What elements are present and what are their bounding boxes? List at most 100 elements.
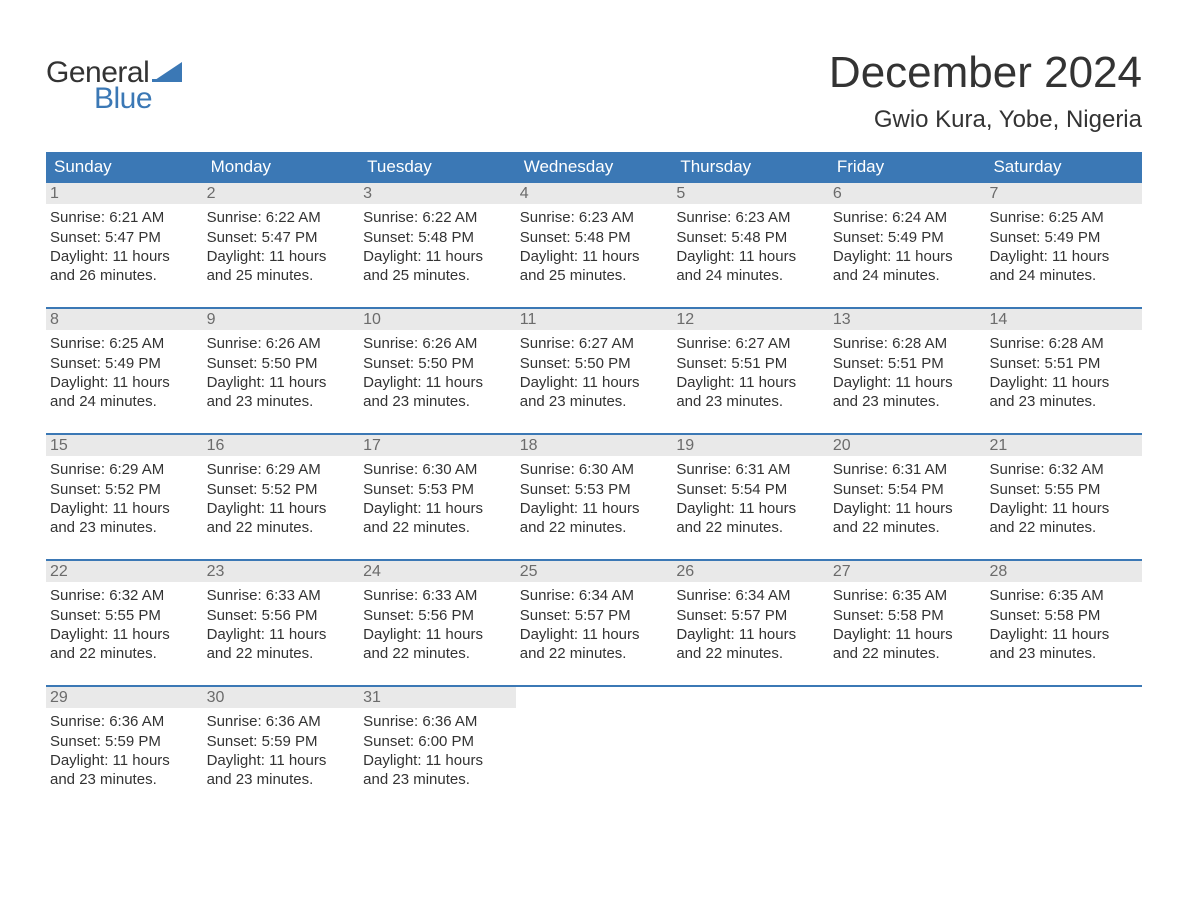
day-number: 10 <box>359 309 516 330</box>
day-details: Sunrise: 6:36 AMSunset: 5:59 PMDaylight:… <box>203 708 360 795</box>
calendar-day: 30Sunrise: 6:36 AMSunset: 5:59 PMDayligh… <box>203 687 360 811</box>
day-details: Sunrise: 6:26 AMSunset: 5:50 PMDaylight:… <box>203 330 360 417</box>
day-number: 15 <box>46 435 203 456</box>
daylight-line: Daylight: 11 hours and 25 minutes. <box>207 247 356 285</box>
sunrise-line: Sunrise: 6:22 AM <box>207 208 356 227</box>
day-details: Sunrise: 6:31 AMSunset: 5:54 PMDaylight:… <box>829 456 986 543</box>
calendar-day: 10Sunrise: 6:26 AMSunset: 5:50 PMDayligh… <box>359 309 516 433</box>
calendar-day: 22Sunrise: 6:32 AMSunset: 5:55 PMDayligh… <box>46 561 203 685</box>
day-number: 25 <box>516 561 673 582</box>
day-number: 27 <box>829 561 986 582</box>
day-number: 13 <box>829 309 986 330</box>
day-number: 21 <box>985 435 1142 456</box>
day-header-sunday: Sunday <box>46 152 203 183</box>
calendar-day: 2Sunrise: 6:22 AMSunset: 5:47 PMDaylight… <box>203 183 360 307</box>
day-details: Sunrise: 6:29 AMSunset: 5:52 PMDaylight:… <box>46 456 203 543</box>
day-number: 9 <box>203 309 360 330</box>
calendar-day: 7Sunrise: 6:25 AMSunset: 5:49 PMDaylight… <box>985 183 1142 307</box>
calendar-day: 1Sunrise: 6:21 AMSunset: 5:47 PMDaylight… <box>46 183 203 307</box>
sunset-line: Sunset: 5:51 PM <box>833 354 982 373</box>
day-number: 30 <box>203 687 360 708</box>
daylight-line: Daylight: 11 hours and 22 minutes. <box>207 499 356 537</box>
daylight-line: Daylight: 11 hours and 23 minutes. <box>207 373 356 411</box>
day-number: 12 <box>672 309 829 330</box>
sunset-line: Sunset: 5:56 PM <box>363 606 512 625</box>
day-details: Sunrise: 6:29 AMSunset: 5:52 PMDaylight:… <box>203 456 360 543</box>
day-details: Sunrise: 6:25 AMSunset: 5:49 PMDaylight:… <box>46 330 203 417</box>
sunset-line: Sunset: 5:50 PM <box>520 354 669 373</box>
sunset-line: Sunset: 5:48 PM <box>676 228 825 247</box>
sunrise-line: Sunrise: 6:27 AM <box>676 334 825 353</box>
calendar-day: 16Sunrise: 6:29 AMSunset: 5:52 PMDayligh… <box>203 435 360 559</box>
sunrise-line: Sunrise: 6:33 AM <box>207 586 356 605</box>
day-header-wednesday: Wednesday <box>516 152 673 183</box>
calendar-week: 8Sunrise: 6:25 AMSunset: 5:49 PMDaylight… <box>46 307 1142 433</box>
day-number: 28 <box>985 561 1142 582</box>
day-details: Sunrise: 6:32 AMSunset: 5:55 PMDaylight:… <box>46 582 203 669</box>
sunrise-line: Sunrise: 6:32 AM <box>989 460 1138 479</box>
sunrise-line: Sunrise: 6:28 AM <box>989 334 1138 353</box>
daylight-line: Daylight: 11 hours and 22 minutes. <box>989 499 1138 537</box>
daylight-line: Daylight: 11 hours and 23 minutes. <box>50 499 199 537</box>
flag-icon <box>152 62 182 82</box>
sunrise-line: Sunrise: 6:36 AM <box>50 712 199 731</box>
day-header-saturday: Saturday <box>985 152 1142 183</box>
calendar-day: 5Sunrise: 6:23 AMSunset: 5:48 PMDaylight… <box>672 183 829 307</box>
sunset-line: Sunset: 5:47 PM <box>50 228 199 247</box>
day-number: 29 <box>46 687 203 708</box>
daylight-line: Daylight: 11 hours and 25 minutes. <box>520 247 669 285</box>
calendar-day: 28Sunrise: 6:35 AMSunset: 5:58 PMDayligh… <box>985 561 1142 685</box>
daylight-line: Daylight: 11 hours and 23 minutes. <box>50 751 199 789</box>
day-details: Sunrise: 6:35 AMSunset: 5:58 PMDaylight:… <box>985 582 1142 669</box>
daylight-line: Daylight: 11 hours and 23 minutes. <box>363 373 512 411</box>
daylight-line: Daylight: 11 hours and 23 minutes. <box>207 751 356 789</box>
daylight-line: Daylight: 11 hours and 23 minutes. <box>363 751 512 789</box>
title-block: December 2024 Gwio Kura, Yobe, Nigeria <box>829 50 1142 134</box>
sunset-line: Sunset: 5:55 PM <box>989 480 1138 499</box>
sunset-line: Sunset: 5:51 PM <box>989 354 1138 373</box>
day-details: Sunrise: 6:28 AMSunset: 5:51 PMDaylight:… <box>829 330 986 417</box>
sunrise-line: Sunrise: 6:36 AM <box>363 712 512 731</box>
calendar-day <box>829 687 986 811</box>
day-number: 8 <box>46 309 203 330</box>
day-number: 1 <box>46 183 203 204</box>
location-subtitle: Gwio Kura, Yobe, Nigeria <box>829 106 1142 134</box>
day-header-thursday: Thursday <box>672 152 829 183</box>
sunrise-line: Sunrise: 6:23 AM <box>676 208 825 227</box>
sunset-line: Sunset: 5:48 PM <box>520 228 669 247</box>
sunset-line: Sunset: 5:59 PM <box>50 732 199 751</box>
sunset-line: Sunset: 5:49 PM <box>989 228 1138 247</box>
sunset-line: Sunset: 5:52 PM <box>207 480 356 499</box>
sunset-line: Sunset: 5:53 PM <box>363 480 512 499</box>
calendar-week: 15Sunrise: 6:29 AMSunset: 5:52 PMDayligh… <box>46 433 1142 559</box>
sunset-line: Sunset: 5:54 PM <box>676 480 825 499</box>
sunset-line: Sunset: 5:49 PM <box>50 354 199 373</box>
calendar-day: 23Sunrise: 6:33 AMSunset: 5:56 PMDayligh… <box>203 561 360 685</box>
day-details: Sunrise: 6:30 AMSunset: 5:53 PMDaylight:… <box>359 456 516 543</box>
day-details: Sunrise: 6:22 AMSunset: 5:47 PMDaylight:… <box>203 204 360 291</box>
calendar-page: General Blue December 2024 Gwio Kura, Yo… <box>0 0 1188 851</box>
day-header-monday: Monday <box>203 152 360 183</box>
daylight-line: Daylight: 11 hours and 22 minutes. <box>520 625 669 663</box>
daylight-line: Daylight: 11 hours and 26 minutes. <box>50 247 199 285</box>
sunrise-line: Sunrise: 6:29 AM <box>50 460 199 479</box>
calendar-day: 11Sunrise: 6:27 AMSunset: 5:50 PMDayligh… <box>516 309 673 433</box>
sunrise-line: Sunrise: 6:34 AM <box>676 586 825 605</box>
calendar-day <box>672 687 829 811</box>
sunset-line: Sunset: 5:48 PM <box>363 228 512 247</box>
calendar-week: 22Sunrise: 6:32 AMSunset: 5:55 PMDayligh… <box>46 559 1142 685</box>
calendar-day: 25 Sunrise: 6:34 AMSunset: 5:57 PMDayligh… <box>516 561 673 685</box>
calendar-day: 3Sunrise: 6:22 AMSunset: 5:48 PMDaylight… <box>359 183 516 307</box>
sunrise-line: Sunrise: 6:34 AM <box>520 586 669 605</box>
sunrise-line: Sunrise: 6:24 AM <box>833 208 982 227</box>
daylight-line: Daylight: 11 hours and 24 minutes. <box>50 373 199 411</box>
weeks-container: 1Sunrise: 6:21 AMSunset: 5:47 PMDaylight… <box>46 183 1142 811</box>
daylight-line: Daylight: 11 hours and 22 minutes. <box>363 625 512 663</box>
sunset-line: Sunset: 5:57 PM <box>520 606 669 625</box>
sunrise-line: Sunrise: 6:30 AM <box>363 460 512 479</box>
day-number: 7 <box>985 183 1142 204</box>
sunrise-line: Sunrise: 6:33 AM <box>363 586 512 605</box>
sunrise-line: Sunrise: 6:25 AM <box>50 334 199 353</box>
day-number: 18 <box>516 435 673 456</box>
calendar-day: 14Sunrise: 6:28 AMSunset: 5:51 PMDayligh… <box>985 309 1142 433</box>
